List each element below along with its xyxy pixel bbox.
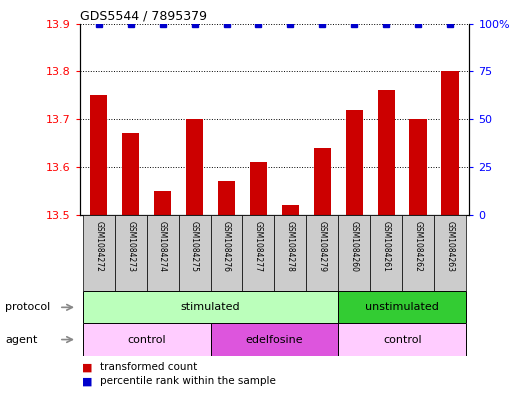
Text: GSM1084276: GSM1084276 [222,221,231,272]
Text: GDS5544 / 7895379: GDS5544 / 7895379 [80,9,207,22]
Bar [83,323,210,356]
Text: stimulated: stimulated [181,302,241,312]
Bar [306,215,339,291]
Bar [83,215,115,291]
Bar [250,162,267,215]
Text: GSM1084262: GSM1084262 [414,221,423,272]
Bar [339,215,370,291]
Text: GSM1084260: GSM1084260 [350,221,359,272]
Text: GSM1084272: GSM1084272 [94,221,103,272]
Bar [346,110,363,215]
Text: edelfosine: edelfosine [246,334,303,345]
Text: ■: ■ [82,376,92,386]
Text: control: control [383,334,422,345]
Bar [441,72,459,215]
Bar [313,148,331,215]
Bar [339,323,466,356]
Text: percentile rank within the sample: percentile rank within the sample [100,376,276,386]
Text: GSM1084273: GSM1084273 [126,221,135,272]
Bar [147,215,179,291]
Bar [179,215,210,291]
Bar [83,291,339,323]
Bar [122,133,140,215]
Bar [434,215,466,291]
Text: GSM1084263: GSM1084263 [446,221,455,272]
Text: GSM1084279: GSM1084279 [318,221,327,272]
Bar [90,95,108,215]
Text: protocol: protocol [5,302,50,312]
Text: ■: ■ [82,362,92,373]
Bar [210,215,243,291]
Bar [210,323,339,356]
Text: GSM1084278: GSM1084278 [286,221,295,272]
Text: GSM1084277: GSM1084277 [254,221,263,272]
Bar [154,191,171,215]
Text: GSM1084261: GSM1084261 [382,221,391,272]
Bar [409,119,427,215]
Bar [115,215,147,291]
Bar [243,215,274,291]
Bar [378,90,395,215]
Bar [218,181,235,215]
Bar [282,205,299,215]
Bar [274,215,306,291]
Text: agent: agent [5,334,37,345]
Text: unstimulated: unstimulated [365,302,439,312]
Bar [186,119,203,215]
Text: control: control [127,334,166,345]
Bar [370,215,402,291]
Bar [339,291,466,323]
Text: GSM1084274: GSM1084274 [158,221,167,272]
Bar [402,215,434,291]
Text: GSM1084275: GSM1084275 [190,221,199,272]
Text: transformed count: transformed count [100,362,198,373]
